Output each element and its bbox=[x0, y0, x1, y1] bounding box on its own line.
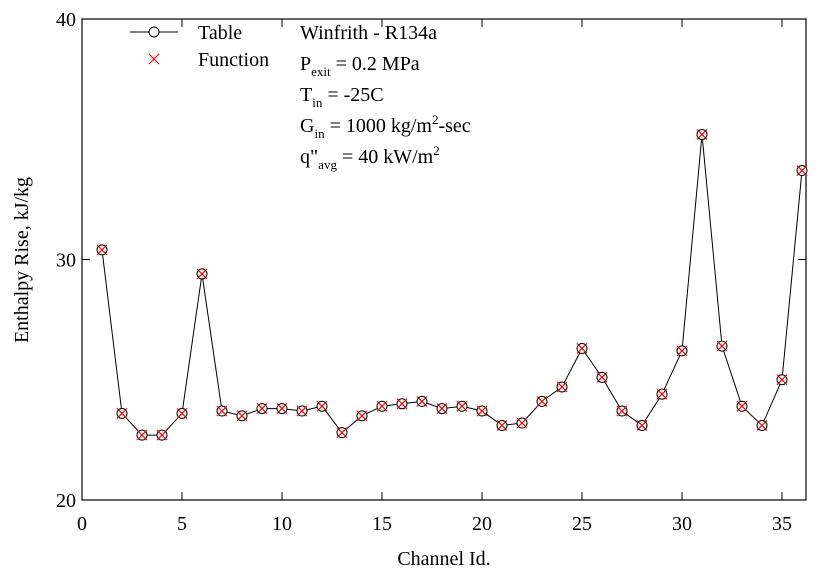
marker bbox=[496, 420, 508, 431]
legend-marker bbox=[148, 26, 160, 38]
marker bbox=[316, 400, 328, 412]
annotation-part: in bbox=[312, 95, 323, 110]
annotation-part: = 40 kW/m bbox=[337, 146, 434, 168]
marker bbox=[776, 374, 788, 386]
plot-frame bbox=[81, 18, 807, 501]
x-tick-label: 15 bbox=[372, 513, 392, 535]
annotation-part: in bbox=[314, 126, 325, 141]
y-axis-label: Enthalpy Rise, kJ/kg bbox=[11, 177, 33, 343]
marker bbox=[576, 343, 588, 354]
annotation: Winfrith - R134a bbox=[300, 22, 437, 44]
marker bbox=[476, 405, 488, 417]
y-tick-label: 40 bbox=[56, 9, 76, 31]
marker bbox=[636, 420, 648, 431]
marker bbox=[216, 405, 228, 417]
annotation: Tin = -25C bbox=[300, 84, 384, 110]
x-tick-label: 0 bbox=[77, 513, 87, 535]
annotation-part: = -25C bbox=[322, 84, 383, 106]
marker bbox=[116, 407, 128, 419]
annotation-part: q" bbox=[300, 146, 318, 168]
annotation-part: Winfrith - R134a bbox=[300, 22, 437, 44]
annotation: Gin = 1000 kg/m2-sec bbox=[300, 112, 471, 141]
annotation: Pexit = 0.2 MPa bbox=[300, 53, 420, 79]
marker bbox=[156, 429, 168, 441]
annotation-part: 2 bbox=[432, 112, 439, 127]
marker bbox=[756, 420, 768, 431]
marker bbox=[556, 381, 568, 393]
annotation-part: G bbox=[300, 115, 314, 137]
marker bbox=[196, 268, 208, 280]
marker bbox=[296, 405, 308, 417]
marker bbox=[696, 129, 708, 140]
annotation-part: T bbox=[300, 84, 312, 106]
y-tick-label: 30 bbox=[56, 250, 76, 272]
annotation-part: P bbox=[300, 53, 311, 75]
marker bbox=[416, 395, 428, 407]
marker bbox=[796, 165, 808, 176]
marker bbox=[356, 410, 368, 422]
x-tick-label: 10 bbox=[272, 513, 292, 535]
marker bbox=[676, 345, 688, 357]
annotation-part: = 0.2 MPa bbox=[331, 53, 420, 75]
series-line bbox=[101, 134, 803, 436]
marker bbox=[596, 371, 608, 383]
marker bbox=[376, 400, 388, 412]
annotation-part: exit bbox=[311, 64, 331, 79]
marker bbox=[336, 427, 348, 439]
marker bbox=[436, 403, 448, 415]
x-tick-label: 25 bbox=[572, 513, 592, 535]
x-tick-label: 30 bbox=[672, 513, 692, 535]
annotation-part: avg bbox=[318, 157, 337, 172]
x-axis-label: Channel Id. bbox=[397, 548, 490, 570]
annotation: q"avg = 40 kW/m2 bbox=[300, 143, 440, 172]
marker bbox=[236, 410, 248, 422]
annotation-part: = 1000 kg/m bbox=[325, 115, 433, 137]
marker bbox=[716, 340, 728, 352]
marker bbox=[256, 403, 268, 415]
marker bbox=[536, 395, 548, 407]
marker bbox=[276, 403, 288, 415]
marker bbox=[136, 429, 148, 441]
marker bbox=[516, 417, 528, 429]
marker bbox=[456, 400, 468, 412]
marker bbox=[396, 398, 408, 410]
legend-marker bbox=[148, 53, 160, 65]
legend-label: Table bbox=[198, 22, 242, 44]
x-tick-label: 20 bbox=[472, 513, 492, 535]
marker bbox=[656, 388, 668, 400]
annotation-part: -sec bbox=[438, 115, 470, 137]
marker bbox=[176, 407, 188, 419]
y-tick-label: 20 bbox=[56, 490, 76, 512]
marker bbox=[616, 405, 628, 417]
x-tick-label: 35 bbox=[772, 513, 792, 535]
annotation-part: 2 bbox=[433, 143, 440, 158]
legend-label: Function bbox=[198, 49, 269, 71]
marker bbox=[96, 244, 108, 256]
x-tick-label: 5 bbox=[177, 513, 187, 535]
marker bbox=[736, 400, 748, 412]
